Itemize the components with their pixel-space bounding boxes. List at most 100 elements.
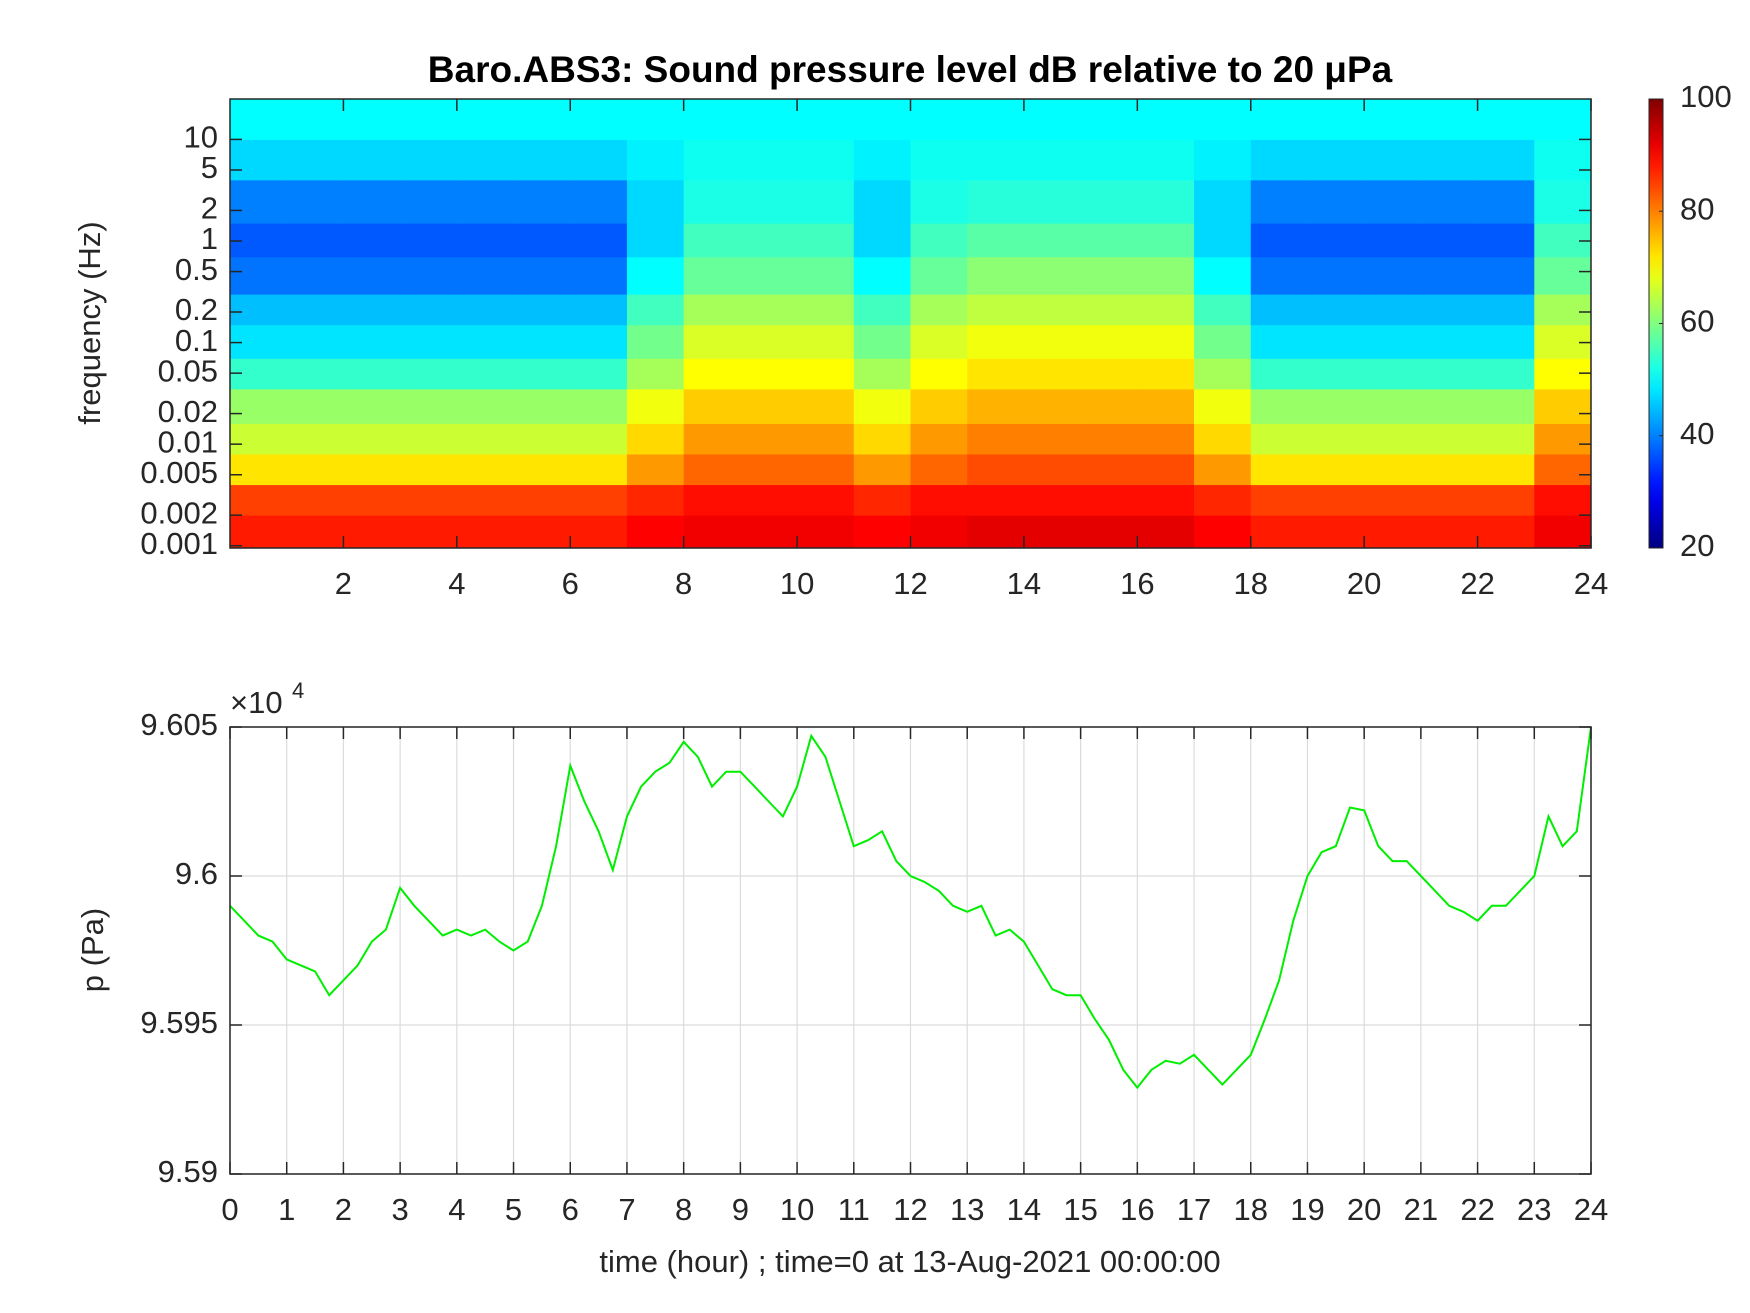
heatmap-cell	[343, 358, 401, 390]
heatmap-cell	[1137, 515, 1195, 549]
heatmap-cell	[740, 179, 798, 224]
heatmap-cell	[1080, 139, 1138, 181]
heatmap-cell	[683, 324, 741, 359]
heatmap-cell	[570, 294, 628, 326]
heatmap-cell	[1080, 454, 1138, 486]
heatmap-cell	[1023, 294, 1082, 326]
heatmap-cell	[570, 515, 628, 549]
heatmap-cell	[740, 99, 798, 140]
heatmap-cell	[910, 294, 968, 326]
heatmap-cell	[683, 179, 741, 224]
heatmap-cell	[1137, 388, 1195, 424]
heatmap-cell	[1307, 99, 1365, 140]
heatmap-cell	[797, 388, 855, 424]
heatmap-cell	[967, 294, 1025, 326]
x-tick-label: 22	[1460, 1192, 1494, 1227]
chart-title: Baro.ABS3: Sound pressure level dB relat…	[428, 49, 1393, 90]
x-tick-label: 16	[1120, 1192, 1154, 1227]
heatmap-cell	[286, 515, 344, 549]
heatmap-cell	[740, 256, 798, 295]
x-tick-label: 20	[1347, 566, 1381, 601]
y-tick-label: 9.605	[140, 707, 218, 742]
colorbar-tick-label: 80	[1680, 191, 1714, 226]
heatmap-cell	[513, 179, 571, 224]
heatmap-cell	[740, 454, 798, 486]
heatmap-cell	[1194, 99, 1252, 140]
heatmap-cell	[967, 324, 1025, 359]
heatmap-cell	[1477, 484, 1535, 516]
heatmap-cell	[626, 324, 685, 359]
heatmap-cell	[570, 139, 628, 181]
heatmap-cell	[853, 324, 911, 359]
heatmap-cell	[1420, 515, 1479, 549]
heatmap-cell	[570, 454, 628, 486]
heatmap-cell	[513, 223, 571, 258]
heatmap-cell	[286, 358, 344, 390]
heatmap-cell	[400, 139, 458, 181]
heatmap-cell	[286, 223, 344, 258]
heatmap-cell	[1364, 179, 1422, 224]
y-tick-label: 9.59	[158, 1154, 218, 1189]
heatmap-cell	[910, 358, 968, 390]
x-tick-label: 14	[1007, 566, 1041, 601]
heatmap-cell	[853, 179, 911, 224]
heatmap-cell	[683, 358, 741, 390]
heatmap-cell	[797, 454, 855, 486]
heatmap-cell	[740, 294, 798, 326]
heatmap-cell	[1194, 484, 1252, 516]
heatmap-cell	[740, 388, 798, 424]
heatmap-cell	[400, 99, 458, 140]
heatmap-cell	[626, 423, 685, 455]
heatmap-cell	[230, 454, 288, 486]
heatmap-cell	[740, 515, 798, 549]
heatmap-cell	[513, 324, 571, 359]
heatmap-cell	[1420, 99, 1479, 140]
heatmap-cell	[456, 515, 515, 549]
heatmap-cell	[1023, 99, 1082, 140]
heatmap-cell	[343, 324, 401, 359]
y-tick-label: 5	[201, 150, 218, 185]
heatmap-cell	[343, 484, 401, 516]
heatmap-cell	[1194, 256, 1252, 295]
heatmap-cell	[1307, 139, 1365, 181]
x-tick-label: 16	[1120, 566, 1154, 601]
heatmap-cell	[1477, 139, 1535, 181]
heatmap-cell	[1194, 223, 1252, 258]
heatmap-cell	[1137, 99, 1195, 140]
heatmap-cell	[286, 388, 344, 424]
y-tick-label: 0.5	[175, 252, 218, 287]
heatmap-cell	[400, 256, 458, 295]
heatmap-cell	[626, 515, 685, 549]
heatmap-cell	[1194, 423, 1252, 455]
heatmap-cell	[910, 324, 968, 359]
heatmap-cell	[513, 99, 571, 140]
heatmap-cell	[1137, 358, 1195, 390]
heatmap-cell	[343, 388, 401, 424]
x-tick-label: 12	[893, 1192, 927, 1227]
axis-multiplier-exponent: 4	[292, 678, 304, 703]
heatmap-cell	[513, 515, 571, 549]
heatmap-cell	[1194, 454, 1252, 486]
heatmap-cell	[853, 358, 911, 390]
heatmap-cell	[1250, 294, 1308, 326]
heatmap-cell	[1023, 515, 1082, 549]
heatmap-cell	[513, 139, 571, 181]
heatmap-cell	[513, 454, 571, 486]
heatmap-cell	[626, 294, 685, 326]
heatmap-cell	[1420, 388, 1479, 424]
heatmap-cell	[1364, 139, 1422, 181]
heatmap-cell	[626, 484, 685, 516]
heatmap-cell	[286, 139, 344, 181]
heatmap-cell	[230, 423, 288, 455]
heatmap-cell	[1307, 423, 1365, 455]
heatmap-cell	[230, 99, 288, 140]
heatmap-cell	[456, 454, 515, 486]
heatmap-cell	[797, 256, 855, 295]
heatmap-cell	[570, 179, 628, 224]
heatmap-cell	[797, 358, 855, 390]
heatmap-cell	[740, 324, 798, 359]
heatmap-cell	[286, 423, 344, 455]
heatmap-cell	[1534, 179, 1592, 224]
heatmap-cell	[230, 139, 288, 181]
heatmap-cell	[1023, 179, 1082, 224]
